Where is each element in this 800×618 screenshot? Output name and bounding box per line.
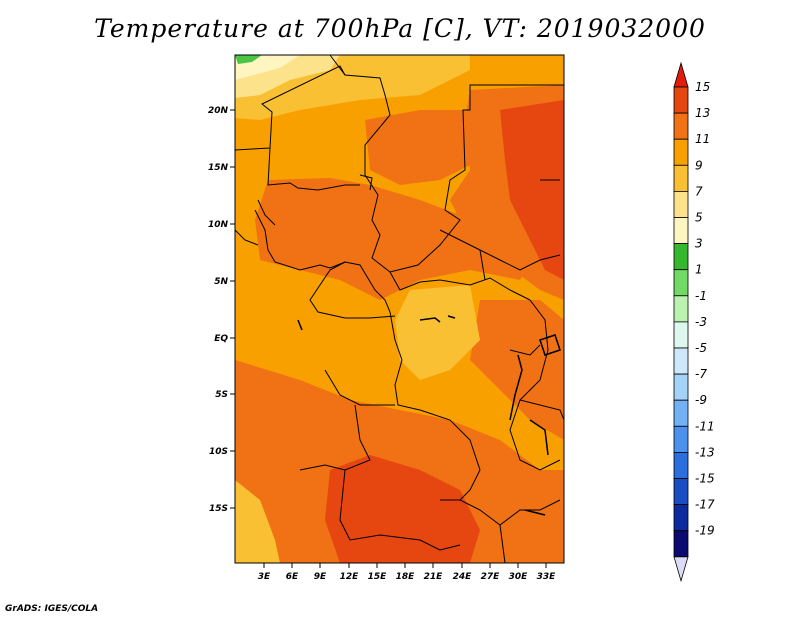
lat-label: 15S	[209, 504, 228, 514]
colorbar-label: 1	[695, 263, 703, 277]
country-borders	[234, 54, 565, 564]
colorbar-label: 7	[695, 184, 703, 198]
lat-label: 20N	[208, 106, 229, 116]
colorbar-box	[673, 451, 689, 479]
colorbar-box	[673, 243, 689, 271]
grads-credit: GrADS: IGES/COLA	[5, 604, 99, 614]
colorbar-box	[673, 86, 689, 114]
lat-label: 5N	[214, 277, 228, 287]
lon-label: 21E	[424, 572, 444, 582]
lon-label: 15E	[368, 572, 388, 582]
lon-axis: 3E 6E 9E 12E 15E 18E 21E 24E 27E 30E 33E	[258, 563, 556, 582]
region-chad-11-13	[365, 110, 480, 185]
lakes	[297, 315, 561, 516]
colorbar-box	[673, 530, 689, 558]
colorbar-box	[673, 321, 689, 349]
lon-label: 27E	[481, 572, 501, 582]
colorbar-label: -11	[695, 419, 715, 433]
region-south-11-13	[235, 360, 564, 563]
lon-label: 6E	[286, 572, 299, 582]
colorbar-box	[673, 478, 689, 506]
colorbar-box	[673, 295, 689, 323]
colorbar-label: 5	[695, 211, 703, 225]
colorbar-label: -7	[695, 367, 707, 381]
colorbar-box	[673, 504, 689, 532]
colorbar-bottom-arrow	[673, 556, 689, 583]
colorbar-label: -3	[695, 315, 707, 329]
lat-label: 10S	[209, 447, 228, 457]
colorbar-top-arrow	[673, 61, 689, 88]
map-frame	[234, 54, 565, 564]
colorbar-label: -13	[695, 445, 715, 459]
region-green-north	[235, 55, 262, 64]
colorbar-label: 13	[695, 106, 710, 120]
lat-axis: 20N 15N 10N 5N EQ 5S 10S 15S	[208, 106, 235, 514]
colorbar-box	[673, 138, 689, 166]
lon-label: 33E	[537, 572, 557, 582]
map-panel	[234, 54, 565, 564]
colorbar-box	[673, 425, 689, 453]
lat-label: 10N	[208, 220, 229, 230]
region-coast-south-7-9	[235, 480, 280, 563]
lon-label: 9E	[314, 572, 327, 582]
lon-label: 3E	[258, 572, 271, 582]
lat-label: 15N	[208, 163, 229, 173]
colorbar-box	[673, 347, 689, 375]
map-title: Temperature at 700hPa [C], VT: 201903200…	[94, 14, 706, 43]
colorbar-box	[673, 217, 689, 245]
colorbar-box	[673, 164, 689, 192]
colorbar-box	[673, 190, 689, 218]
colorbar-label: -1	[695, 289, 707, 303]
lat-label: 5S	[215, 390, 228, 400]
lon-label: 24E	[453, 572, 473, 582]
region-congo-7-9	[395, 285, 480, 380]
lon-label: 18E	[396, 572, 416, 582]
colorbar-box	[673, 269, 689, 297]
colorbar-label: 15	[695, 80, 710, 94]
colorbar-label: -5	[695, 341, 707, 355]
region-sahel-11-13	[255, 178, 540, 300]
lon-label: 12E	[340, 572, 360, 582]
lat-label: EQ	[214, 334, 228, 344]
lon-label: 30E	[509, 572, 529, 582]
colorbar-label: -9	[695, 393, 707, 407]
colorbar-label: -19	[695, 524, 715, 538]
colorbar-label: -15	[695, 472, 715, 486]
colorbar-label: 3	[695, 237, 703, 251]
colorbar-label: -17	[695, 498, 715, 512]
region-south-13-15	[325, 455, 480, 563]
region-west-coast-9-11	[235, 270, 340, 370]
colorbar-box	[673, 373, 689, 401]
colorbar-label: 11	[695, 132, 710, 146]
colorbar: 15 13 11 9 7 5 3 1 -1 -3 -5 -7 -9 -11 -13 -15 -17 -19	[673, 61, 715, 583]
region-sudan-13-15	[500, 100, 564, 280]
colorbar-box	[673, 112, 689, 140]
colorbar-box	[673, 399, 689, 427]
colorbar-label: 9	[695, 158, 703, 172]
